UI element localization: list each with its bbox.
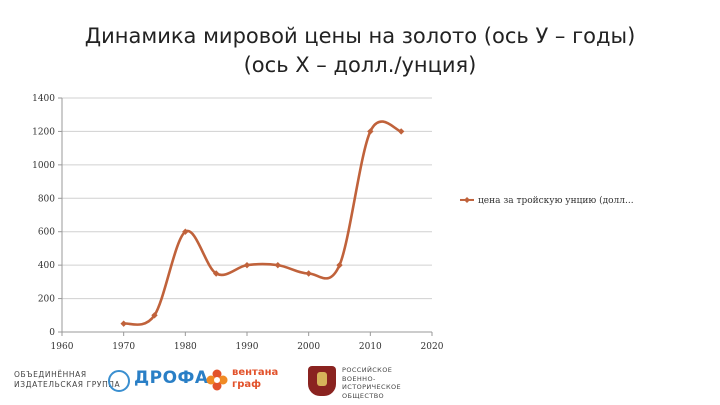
x-tick-label-2010: 2010 — [359, 342, 382, 352]
chart-title-line-2: (ось Х – долл./унция) — [243, 53, 477, 77]
ventana-line-1: вентана — [232, 367, 279, 378]
x-tick-label-2020: 2020 — [421, 342, 444, 352]
publisher-group-logo: ОБЪЕДИНЁННАЯ ИЗДАТЕЛЬСКАЯ ГРУППА — [14, 370, 120, 390]
data-point-1995 — [274, 261, 282, 269]
rus-line-3: ОБЩЕСТВО — [342, 391, 385, 400]
publisher-group-line-2: ИЗДАТЕЛЬСКАЯ ГРУППА — [14, 380, 121, 389]
chart-title-line-1: Динамика мировой цены на золото (ось У –… — [84, 24, 636, 48]
y-tick-label-1000: 1000 — [32, 161, 55, 171]
data-point-2005 — [336, 261, 343, 269]
military-history-society-logo: РОССИЙСКОЕ ВОЕННО-ИСТОРИЧЕСКОЕ ОБЩЕСТВО — [308, 364, 428, 400]
data-point-2010 — [367, 128, 374, 135]
ventana-line-2: граф — [232, 379, 262, 390]
data-point-1970 — [120, 320, 127, 327]
chart-title: Динамика мировой цены на золото (ось У –… — [0, 22, 720, 80]
footer-logos: ОБЪЕДИНЁННАЯ ИЗДАТЕЛЬСКАЯ ГРУППА ДРОФА в… — [0, 358, 720, 405]
x-tick-label-1980: 1980 — [174, 342, 197, 352]
y-tick-label-200: 200 — [38, 295, 55, 305]
publisher-group-line-1: ОБЪЕДИНЁННАЯ — [14, 370, 87, 379]
x-tick-label-1970: 1970 — [112, 342, 135, 352]
series-markers — [120, 128, 405, 327]
x-tick-label-2000: 2000 — [297, 342, 320, 352]
drofa-logo: ДРОФА — [108, 366, 208, 394]
y-tick-labels: 0 200 400 600 800 1000 1200 1400 — [32, 94, 55, 338]
rus-line-1: РОССИЙСКОЕ — [342, 366, 393, 374]
x-tick-labels: 1960 1970 1980 1990 2000 2010 2020 — [51, 342, 444, 352]
ventana-flower-icon — [206, 369, 228, 391]
y-tick-label-0: 0 — [49, 328, 55, 338]
series-line-0 — [122, 120, 403, 326]
axes — [58, 97, 433, 336]
data-point-1990 — [243, 261, 251, 269]
grid-lines — [62, 97, 432, 300]
series-line — [122, 120, 403, 326]
data-point-1985 — [212, 270, 220, 277]
data-point-1975 — [151, 312, 158, 319]
y-tick-label-1200: 1200 — [32, 127, 55, 137]
data-point-1980 — [182, 228, 189, 235]
legend-label: цена за тройскую унцию (долл... — [478, 195, 634, 206]
legend-marker — [464, 196, 470, 203]
y-tick-label-800: 800 — [38, 194, 55, 204]
military-history-society-label: РОССИЙСКОЕ ВОЕННО-ИСТОРИЧЕСКОЕ ОБЩЕСТВО — [342, 366, 428, 400]
ventana-logo: вентана граф — [206, 366, 278, 396]
eagle-emblem-icon — [308, 366, 336, 396]
y-tick-label-400: 400 — [38, 261, 55, 271]
x-tick-label-1960: 1960 — [51, 342, 74, 352]
drofa-bird-icon — [108, 370, 130, 392]
data-point-2000 — [305, 270, 312, 277]
ventana-label: вентана граф — [232, 367, 278, 391]
y-tick-label-1400: 1400 — [32, 94, 55, 104]
legend: цена за тройскую унцию (долл... — [460, 195, 634, 206]
drofa-label: ДРОФА — [134, 368, 209, 388]
x-tick-label-1990: 1990 — [236, 342, 259, 352]
data-point-2015 — [397, 128, 405, 135]
y-tick-label-600: 600 — [38, 228, 55, 238]
rus-line-2: ВОЕННО-ИСТОРИЧЕСКОЕ — [342, 374, 402, 392]
